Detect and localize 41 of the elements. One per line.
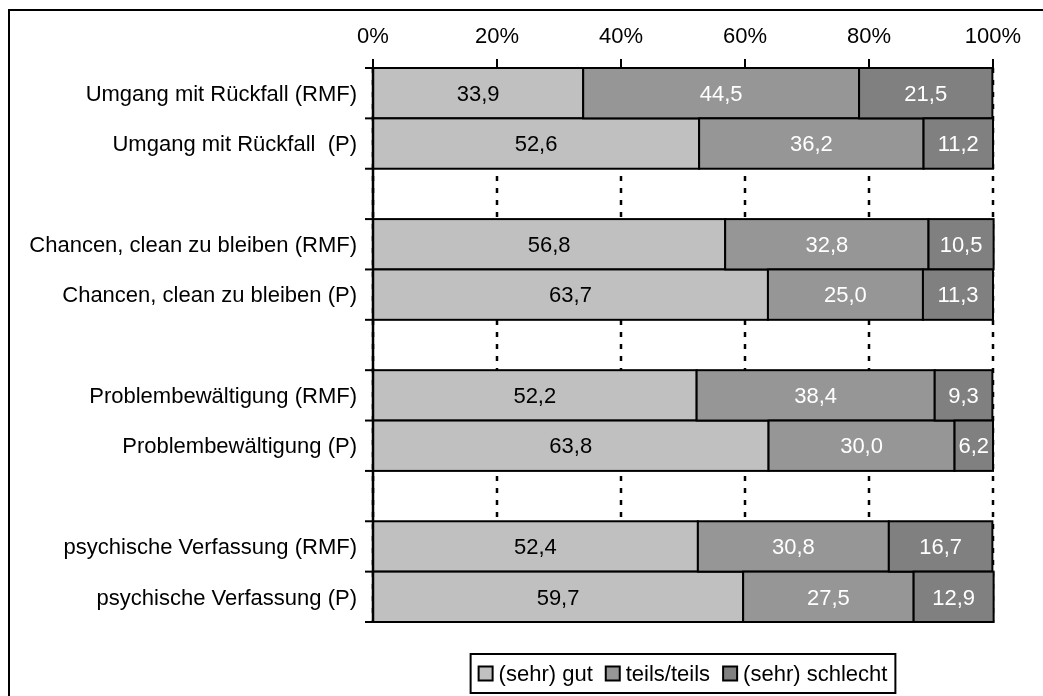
y-tick-label: Umgang mit Rückfall (RMF)	[85, 80, 357, 106]
x-tick-label: 0%	[357, 22, 389, 48]
y-tick-label: Chancen, clean zu bleiben (P)	[62, 282, 357, 308]
x-tick-label: 40%	[598, 22, 644, 48]
data-label: 33,9	[456, 80, 500, 106]
x-tick-label: 20%	[474, 22, 520, 48]
y-tick-label: psychische Verfassung (P)	[96, 584, 357, 610]
data-label: 21,5	[904, 80, 948, 106]
x-tick-label: 60%	[722, 22, 768, 48]
x-tick-label: 80%	[846, 22, 892, 48]
data-label: 11,3	[937, 282, 979, 308]
x-tick-label: 100%	[964, 22, 1022, 48]
data-label: 12,9	[932, 584, 976, 610]
data-label: 25,0	[824, 282, 867, 308]
data-label: 38,4	[794, 383, 838, 409]
data-label: 52,4	[514, 534, 557, 560]
data-label: 16,7	[919, 534, 963, 560]
y-tick-label: Problembewältigung (RMF)	[89, 383, 357, 409]
y-tick-label: psychische Verfassung (RMF)	[63, 534, 357, 560]
data-label: 32,8	[805, 231, 849, 257]
data-label: 11,2	[937, 131, 979, 157]
data-label: 36,2	[789, 131, 833, 157]
data-label: 9,3	[948, 383, 979, 409]
y-tick-label: Chancen, clean zu bleiben (RMF)	[29, 231, 357, 257]
data-label: 44,5	[699, 80, 743, 106]
y-tick-label: Umgang mit Rückfall (P)	[112, 131, 357, 157]
data-label: 6,2	[958, 433, 990, 459]
data-label: 63,8	[549, 433, 593, 459]
data-label: 10,5	[939, 231, 983, 257]
data-label: 63,7	[549, 282, 592, 308]
data-label: 30,8	[771, 534, 815, 560]
data-label: 30,0	[840, 433, 883, 459]
data-label: 56,8	[527, 231, 571, 257]
legend-label: teils/teils	[625, 661, 711, 687]
data-label: 27,5	[806, 584, 850, 610]
data-label: 59,7	[536, 584, 580, 610]
legend-label: (sehr) schlecht	[743, 661, 888, 687]
data-label: 52,6	[514, 131, 558, 157]
y-tick-label: Problembewältigung (P)	[122, 433, 357, 459]
legend-label: (sehr) gut	[498, 661, 593, 687]
data-label: 52,2	[513, 383, 557, 409]
